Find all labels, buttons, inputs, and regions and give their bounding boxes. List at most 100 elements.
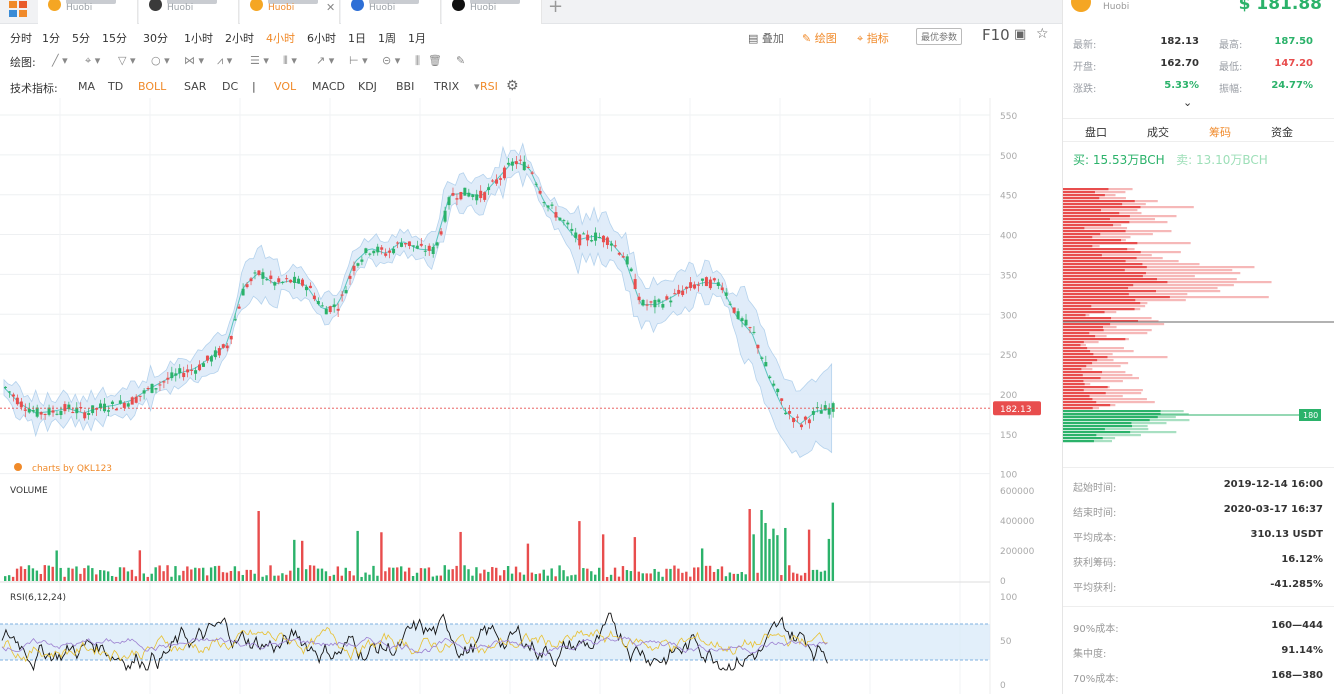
- volume-bar: [677, 569, 679, 581]
- period-9[interactable]: 1日: [348, 30, 366, 46]
- period-3[interactable]: 15分: [102, 30, 127, 46]
- candle: [250, 278, 253, 281]
- volume-bar: [828, 539, 830, 581]
- indicator-td[interactable]: TD: [108, 80, 123, 93]
- settings-gear-icon[interactable]: ⚙: [506, 78, 519, 94]
- sidebar-tab-3[interactable]: 资金: [1271, 124, 1293, 140]
- period-7[interactable]: 4小时: [266, 30, 295, 46]
- candle: [52, 410, 55, 412]
- indicator-macd[interactable]: MACD: [312, 80, 345, 93]
- volume-bar: [646, 573, 648, 581]
- exchange-tab[interactable]: Huobi: [442, 0, 542, 24]
- period-2[interactable]: 5分: [72, 30, 90, 46]
- chart-area[interactable]: 550 500 450 400 350 300 250 200 150 100 182.13 char…: [0, 98, 1062, 694]
- exchange-tab[interactable]: Huobi ✕: [240, 0, 340, 24]
- candle: [792, 418, 795, 422]
- volume-bar: [139, 550, 141, 581]
- volume-bar: [725, 576, 727, 581]
- candle: [341, 295, 344, 296]
- circle-tool-icon[interactable]: ○ ▾: [151, 54, 170, 67]
- period-8[interactable]: 6小时: [307, 30, 336, 46]
- candle: [28, 409, 31, 413]
- draw-button[interactable]: ✎ 绘图: [802, 30, 837, 46]
- candle: [329, 306, 332, 312]
- candle: [820, 411, 823, 414]
- indicator-sar[interactable]: SAR: [184, 80, 206, 93]
- candle: [32, 410, 35, 411]
- expand-chevron-icon[interactable]: ⌄: [1183, 96, 1192, 109]
- eraser-icon[interactable]: ✎: [456, 54, 465, 67]
- period-6[interactable]: 2小时: [225, 30, 254, 46]
- pen-tool-icon[interactable]: ⌖ ▾: [85, 54, 100, 68]
- candle: [408, 241, 411, 246]
- indicator-boll[interactable]: BOLL: [138, 80, 166, 93]
- chip-stat-key: 90%成本:: [1073, 620, 1119, 635]
- indicator-dc[interactable]: DC: [222, 80, 238, 93]
- candle: [828, 408, 831, 414]
- best-param-button[interactable]: 最优参数: [916, 28, 962, 45]
- fib-tool-icon[interactable]: ☰ ▾: [250, 54, 269, 67]
- period-5[interactable]: 1小时: [184, 30, 213, 46]
- measure-tool-icon[interactable]: ⊢ ▾: [349, 54, 368, 67]
- volume-bar: [20, 566, 22, 581]
- channel-tool-icon[interactable]: ⦀ ▾: [283, 54, 297, 68]
- add-tab-button[interactable]: +: [548, 0, 563, 17]
- volume-bar: [756, 573, 758, 581]
- indicator-ma[interactable]: MA: [78, 80, 95, 93]
- trash-icon[interactable]: 🗑: [428, 54, 442, 67]
- period-0[interactable]: 分时: [10, 30, 32, 46]
- period-11[interactable]: 1月: [408, 30, 426, 46]
- indicator-vol[interactable]: VOL: [274, 80, 296, 93]
- triangle-tool-icon[interactable]: ▽ ▾: [118, 54, 135, 67]
- arrow-tool-icon[interactable]: ↗ ▾: [316, 54, 334, 67]
- indicator-bbi[interactable]: BBI: [396, 80, 414, 93]
- sidebar-tab-2[interactable]: 筹码: [1209, 124, 1231, 140]
- bar-tool-icon[interactable]: ⫼: [415, 54, 420, 68]
- coin-icon: [149, 0, 162, 11]
- apps-grid-icon[interactable]: [9, 1, 27, 17]
- kline-chart[interactable]: 550500450400350300250200150100182.13char…: [0, 98, 1062, 694]
- indicator-rsi[interactable]: RSI: [480, 80, 498, 93]
- volume-bar: [253, 574, 255, 581]
- volume-bar: [752, 534, 754, 581]
- indicator-trix[interactable]: TRIX: [434, 80, 459, 93]
- indicator-dropdown-icon[interactable]: ▾: [474, 80, 480, 93]
- sidebar-tab-1[interactable]: 成交: [1147, 124, 1169, 140]
- candle: [780, 398, 783, 401]
- candle: [214, 350, 217, 357]
- volume-bar: [265, 575, 267, 581]
- period-1[interactable]: 1分: [42, 30, 60, 46]
- fullscreen-icon[interactable]: ▣: [1014, 27, 1026, 42]
- indicator-kdj[interactable]: KDJ: [358, 80, 377, 93]
- overlay-button[interactable]: ▤ 叠加: [748, 30, 784, 46]
- pattern-tool-icon[interactable]: ⩘ ▾: [217, 54, 232, 68]
- sidebar-tab-0[interactable]: 盘口: [1085, 124, 1107, 140]
- exchange-tab[interactable]: Huobi: [139, 0, 239, 24]
- volume-bar: [566, 576, 568, 581]
- volume-bar: [713, 572, 715, 581]
- volume-bar: [206, 575, 208, 581]
- fan-tool-icon[interactable]: ⋈ ▾: [184, 54, 204, 67]
- comment-tool-icon[interactable]: ⊝ ▾: [382, 54, 400, 67]
- volume-bar: [297, 568, 299, 581]
- indicator-button[interactable]: ⌖ 指标: [857, 30, 889, 46]
- volume-bar: [412, 576, 414, 581]
- chip-bar: [1063, 383, 1085, 385]
- exchange-tab[interactable]: Huobi: [38, 0, 138, 24]
- f10-button[interactable]: F10: [982, 26, 1010, 44]
- chip-bar: [1063, 365, 1086, 367]
- chip-bar: [1063, 197, 1099, 199]
- period-4[interactable]: 30分: [143, 30, 168, 46]
- volume-bar: [816, 570, 818, 581]
- line-tool-icon[interactable]: ╱ ▾: [52, 54, 68, 67]
- period-10[interactable]: 1周: [378, 30, 396, 46]
- chip-bar: [1063, 431, 1130, 433]
- volume-bar: [436, 576, 438, 581]
- close-tab-icon[interactable]: ✕: [326, 1, 335, 14]
- candle: [182, 373, 185, 377]
- star-icon[interactable]: ☆: [1036, 26, 1049, 42]
- coin-logo-icon: [1071, 0, 1091, 12]
- volume-bar: [158, 565, 160, 581]
- exchange-tab[interactable]: Huobi: [341, 0, 441, 24]
- rsi-tick-label: 100: [1000, 593, 1017, 603]
